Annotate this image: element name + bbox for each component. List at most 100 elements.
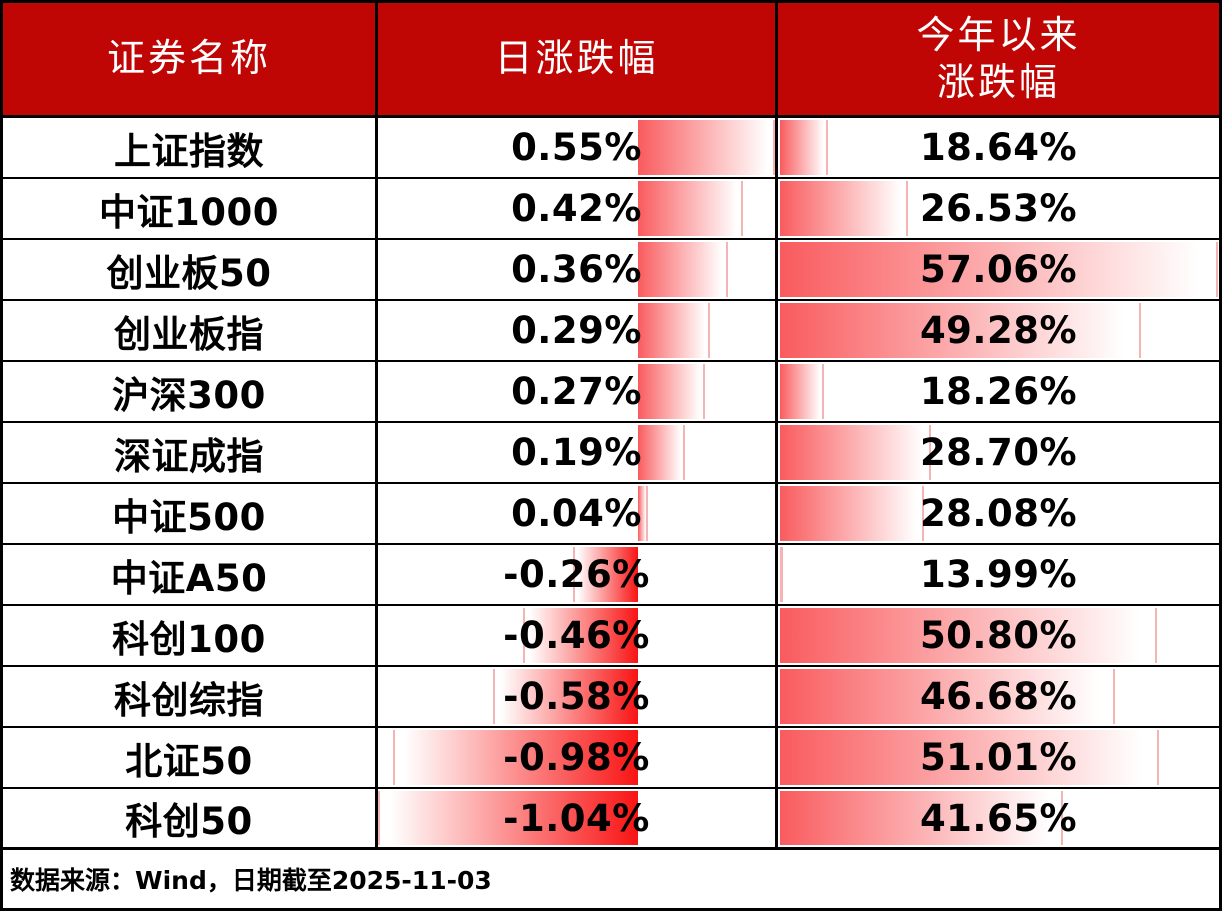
table-row: 中证A50 -0.26% 13.99% — [3, 545, 1219, 606]
daily-change-value: 0.19% — [511, 431, 642, 474]
ytd-change-cell: 18.26% — [778, 362, 1219, 423]
ytd-databar — [780, 730, 1160, 785]
daily-change-value: 0.42% — [511, 187, 642, 230]
index-name-cell: 沪深300 — [3, 362, 378, 423]
index-name: 中证1000 — [99, 190, 279, 234]
daily-change-value: 0.27% — [511, 370, 642, 413]
daily-change-cell: -0.98% — [378, 728, 778, 789]
ytd-change-value: 18.64% — [919, 126, 1078, 169]
daily-change-cell: -0.58% — [378, 667, 778, 728]
index-name-cell: 科创50 — [3, 789, 378, 850]
ytd-databar — [780, 120, 828, 175]
daily-change-value: 0.36% — [511, 248, 642, 291]
daily-change-cell: 0.42% — [378, 179, 778, 240]
col-header-security-name: 证券名称 — [3, 3, 378, 118]
daily-positive-databar — [637, 425, 686, 480]
index-name: 中证500 — [112, 495, 266, 539]
table-row: 中证500 0.04% 28.08% — [3, 484, 1219, 545]
daily-change-cell: 0.36% — [378, 240, 778, 301]
daily-change-value: 0.04% — [511, 492, 642, 535]
daily-positive-databar — [637, 486, 648, 541]
ytd-databar — [780, 181, 909, 236]
ytd-change-value: 28.08% — [919, 492, 1078, 535]
index-name: 科创综指 — [114, 678, 264, 722]
index-name-cell: 中证A50 — [3, 545, 378, 606]
table-row: 沪深300 0.27% 18.26% — [3, 362, 1219, 423]
table-row: 上证指数 0.55% 18.64% — [3, 118, 1219, 179]
table-row: 科创综指 -0.58% 46.68% — [3, 667, 1219, 728]
index-name: 中证A50 — [110, 556, 268, 600]
index-name-cell: 中证1000 — [3, 179, 378, 240]
index-name-cell: 深证成指 — [3, 423, 378, 484]
daily-positive-databar — [637, 120, 775, 175]
index-name: 科创50 — [125, 800, 253, 843]
ytd-change-cell: 28.70% — [778, 423, 1219, 484]
ytd-change-value: 50.80% — [919, 614, 1078, 657]
ytd-change-value: 26.53% — [919, 187, 1078, 230]
ytd-change-value: 49.28% — [919, 309, 1078, 352]
daily-change-value: -0.98% — [503, 736, 650, 779]
index-name: 上证指数 — [114, 129, 264, 173]
data-source-note: 数据来源：Wind，日期截至2025-11-03 — [10, 866, 492, 895]
ytd-databar — [780, 364, 824, 419]
daily-change-cell: -0.26% — [378, 545, 778, 606]
index-name: 科创100 — [112, 617, 266, 661]
ytd-change-cell: 28.08% — [778, 484, 1219, 545]
daily-negative-databar — [572, 547, 638, 602]
ytd-change-value: 28.70% — [919, 431, 1078, 474]
daily-change-value: -0.58% — [503, 675, 650, 718]
index-name-cell: 创业板指 — [3, 301, 378, 362]
table-row: 北证50 -0.98% 51.01% — [3, 728, 1219, 789]
index-name-cell: 创业板50 — [3, 240, 378, 301]
table-footer: 数据来源：Wind，日期截至2025-11-03 — [3, 850, 1219, 908]
ytd-databar — [780, 608, 1157, 663]
daily-change-value: -0.26% — [503, 553, 650, 596]
daily-change-value: 0.55% — [511, 126, 642, 169]
ytd-change-cell: 57.06% — [778, 240, 1219, 301]
col-header-daily-change: 日涨跌幅 — [378, 3, 778, 118]
daily-positive-databar — [637, 303, 711, 358]
col-header-ytd-change: 今年以来 涨跌幅 — [778, 3, 1219, 118]
ytd-change-cell: 41.65% — [778, 789, 1219, 850]
daily-negative-databar — [378, 791, 638, 845]
daily-positive-databar — [637, 181, 743, 236]
ytd-change-cell: 50.80% — [778, 606, 1219, 667]
table-row: 创业板指 0.29% 49.28% — [3, 301, 1219, 362]
index-name: 深证成指 — [114, 434, 264, 478]
table-row: 深证成指 0.19% 28.70% — [3, 423, 1219, 484]
index-name: 创业板指 — [114, 312, 264, 356]
daily-positive-databar — [637, 364, 706, 419]
daily-change-cell: 0.27% — [378, 362, 778, 423]
index-name-cell: 中证500 — [3, 484, 378, 545]
daily-change-cell: -0.46% — [378, 606, 778, 667]
ytd-databar — [780, 486, 925, 541]
ytd-databar — [780, 669, 1115, 724]
ytd-databar — [780, 242, 1218, 297]
ytd-change-cell: 46.68% — [778, 667, 1219, 728]
index-name: 沪深300 — [112, 373, 266, 417]
ytd-change-value: 51.01% — [919, 736, 1078, 779]
table-row: 科创100 -0.46% 50.80% — [3, 606, 1219, 667]
table-header-row: 证券名称 日涨跌幅 今年以来 涨跌幅 — [3, 3, 1219, 118]
table-row: 中证1000 0.42% 26.53% — [3, 179, 1219, 240]
daily-change-cell: 0.04% — [378, 484, 778, 545]
ytd-change-cell: 49.28% — [778, 301, 1219, 362]
index-name-cell: 上证指数 — [3, 118, 378, 179]
table-row: 科创50 -1.04% 41.65% — [3, 789, 1219, 850]
daily-change-cell: 0.19% — [378, 423, 778, 484]
table-body: 上证指数 0.55% 18.64% 中证1000 0.42% 26.53% 创业板50 0.3… — [3, 118, 1219, 850]
ytd-databar — [780, 425, 931, 480]
ytd-databar — [780, 547, 784, 602]
ytd-change-cell: 18.64% — [778, 118, 1219, 179]
index-name-cell: 北证50 — [3, 728, 378, 789]
table-row: 创业板50 0.36% 57.06% — [3, 240, 1219, 301]
ytd-change-cell: 51.01% — [778, 728, 1219, 789]
ytd-change-value: 41.65% — [919, 796, 1078, 840]
daily-negative-databar — [492, 669, 638, 724]
index-name: 北证50 — [125, 739, 253, 783]
index-name-cell: 科创综指 — [3, 667, 378, 728]
ytd-change-cell: 26.53% — [778, 179, 1219, 240]
index-name-cell: 科创100 — [3, 606, 378, 667]
daily-change-value: -1.04% — [503, 796, 650, 840]
ytd-change-value: 13.99% — [919, 553, 1078, 596]
